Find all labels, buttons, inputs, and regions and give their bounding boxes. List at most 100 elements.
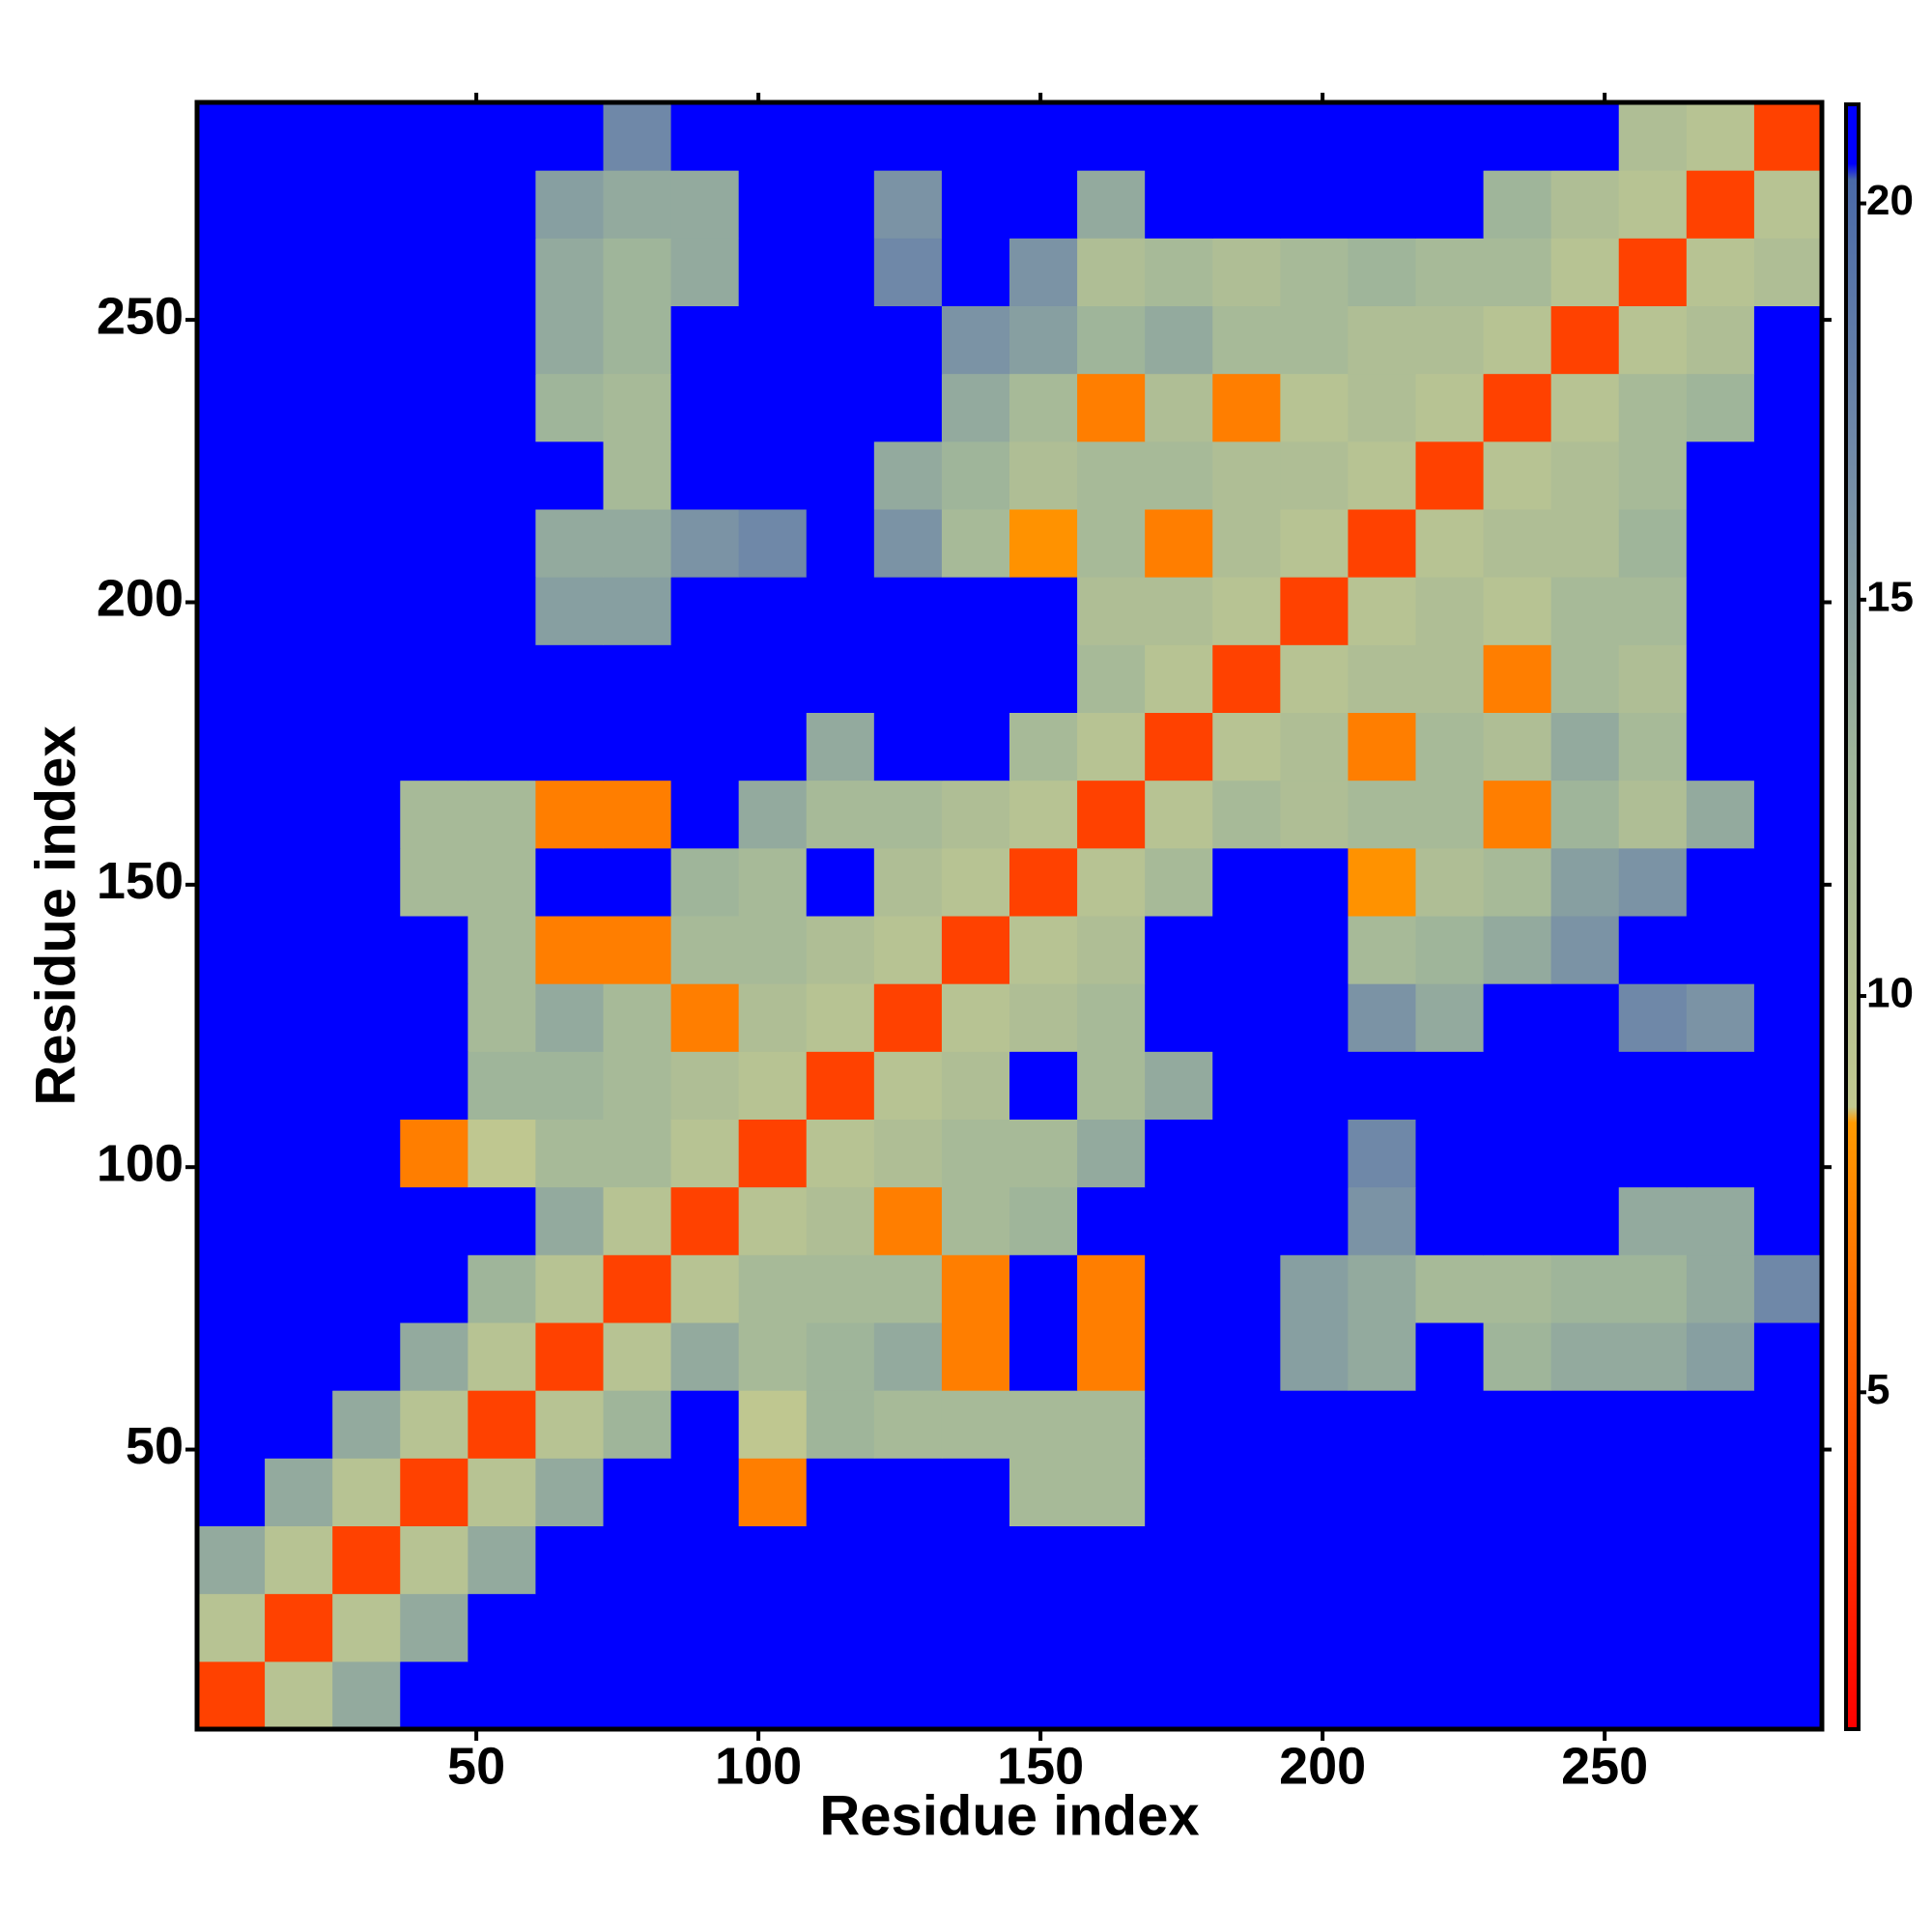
heatmap-cell (535, 1661, 604, 1730)
heatmap-cell (1483, 1322, 1552, 1391)
heatmap-cell (197, 1322, 266, 1391)
heatmap-cell (806, 305, 875, 375)
heatmap-cell (535, 916, 604, 984)
heatmap-cell (1618, 1661, 1688, 1730)
heatmap-cell (1077, 577, 1146, 645)
heatmap-cell (941, 1661, 1010, 1730)
heatmap-cell (603, 373, 672, 442)
heatmap-cell (603, 238, 672, 306)
heatmap-cell (332, 983, 401, 1052)
heatmap-cell (197, 644, 266, 713)
heatmap-cell (1550, 373, 1620, 442)
heatmap-cell (400, 1593, 469, 1662)
heatmap-cell (670, 1186, 740, 1256)
heatmap-cell (1415, 1525, 1485, 1595)
heatmap-cell (400, 1051, 469, 1120)
heatmap-cell (265, 780, 333, 849)
heatmap-cell (197, 1186, 266, 1256)
heatmap-cell (1009, 712, 1078, 781)
heatmap-cell (1280, 644, 1349, 713)
heatmap-cell (535, 1051, 604, 1120)
heatmap-cell (1009, 305, 1078, 375)
heatmap-cell (400, 440, 469, 510)
heatmap-cell (1145, 983, 1213, 1052)
heatmap-cell (400, 170, 469, 239)
heatmap-cell (873, 102, 943, 171)
heatmap-cell (535, 1254, 604, 1323)
heatmap-cell (1686, 712, 1755, 781)
heatmap-cell (265, 1051, 333, 1120)
heatmap-cell (535, 1390, 604, 1459)
heatmap-cell (265, 509, 333, 578)
heatmap-cell (1618, 509, 1688, 578)
heatmap-cell (1348, 1119, 1416, 1188)
heatmap-cell (670, 1254, 740, 1323)
heatmap-cell (1686, 1119, 1755, 1188)
heatmap-cell (1212, 1661, 1281, 1730)
heatmap-cell (1483, 170, 1552, 239)
heatmap-cell (1009, 1661, 1078, 1730)
colorbar-tick-label: 15 (1866, 573, 1914, 620)
heatmap-cell (400, 305, 469, 375)
heatmap-cell (1483, 983, 1552, 1052)
heatmap-cell (1077, 780, 1146, 849)
heatmap-cell (1212, 170, 1281, 239)
heatmap-cell (265, 1254, 333, 1323)
heatmap-cell (1618, 1458, 1688, 1526)
heatmap-cell (1550, 983, 1620, 1052)
heatmap-cell (873, 1525, 943, 1595)
heatmap-cell (1686, 1051, 1755, 1120)
heatmap-cell (1280, 1390, 1349, 1459)
heatmap-cell (1280, 780, 1349, 849)
heatmap-cell (1686, 1322, 1755, 1391)
heatmap-cell (1077, 1593, 1146, 1662)
heatmap-cell (1618, 1525, 1688, 1595)
heatmap-cell (738, 1525, 808, 1595)
heatmap-cell (1145, 577, 1213, 645)
heatmap-cell (873, 916, 943, 984)
heatmap-cell (1145, 712, 1213, 781)
heatmap-cell (1348, 1390, 1416, 1459)
heatmap-cell (1483, 373, 1552, 442)
heatmap-cell (603, 102, 672, 171)
heatmap-cell (400, 509, 469, 578)
heatmap-cell (1686, 509, 1755, 578)
heatmap-cell (1280, 1322, 1349, 1391)
x-tick-label: 150 (997, 1737, 1084, 1795)
heatmap-cell (806, 1186, 875, 1256)
heatmap-cell (603, 1593, 672, 1662)
heatmap-cell (1686, 983, 1755, 1052)
heatmap-cell (197, 373, 266, 442)
x-tick-label: 200 (1279, 1737, 1366, 1795)
heatmap-cell (1145, 916, 1213, 984)
heatmap-cell (1280, 509, 1349, 578)
heatmap-cell (670, 644, 740, 713)
heatmap-cell (468, 1119, 536, 1188)
heatmap-cell (1280, 1593, 1349, 1662)
heatmap-cell (738, 1458, 808, 1526)
heatmap-cell (1009, 440, 1078, 510)
heatmap-cell (1212, 644, 1281, 713)
heatmap-cell (265, 712, 333, 781)
heatmap-cell (738, 712, 808, 781)
heatmap-cell (670, 712, 740, 781)
heatmap-cell (1753, 102, 1823, 171)
heatmap-cell (670, 780, 740, 849)
heatmap-cell (535, 373, 604, 442)
heatmap-cell (468, 1593, 536, 1662)
heatmap-cell (468, 170, 536, 239)
heatmap-cell (1483, 1051, 1552, 1120)
heatmap-cell (1077, 102, 1146, 171)
heatmap-cell (941, 373, 1010, 442)
heatmap-cell (603, 847, 672, 917)
heatmap-cell (1280, 1525, 1349, 1595)
heatmap-cell (670, 1458, 740, 1526)
heatmap-cell (535, 1186, 604, 1256)
heatmap-cell (468, 916, 536, 984)
heatmap-cell (1550, 1525, 1620, 1595)
heatmap-cell (670, 577, 740, 645)
heatmap-cell (332, 373, 401, 442)
heatmap-cell (603, 1186, 672, 1256)
heatmap-cell (1348, 440, 1416, 510)
heatmap-cell (1212, 1322, 1281, 1391)
